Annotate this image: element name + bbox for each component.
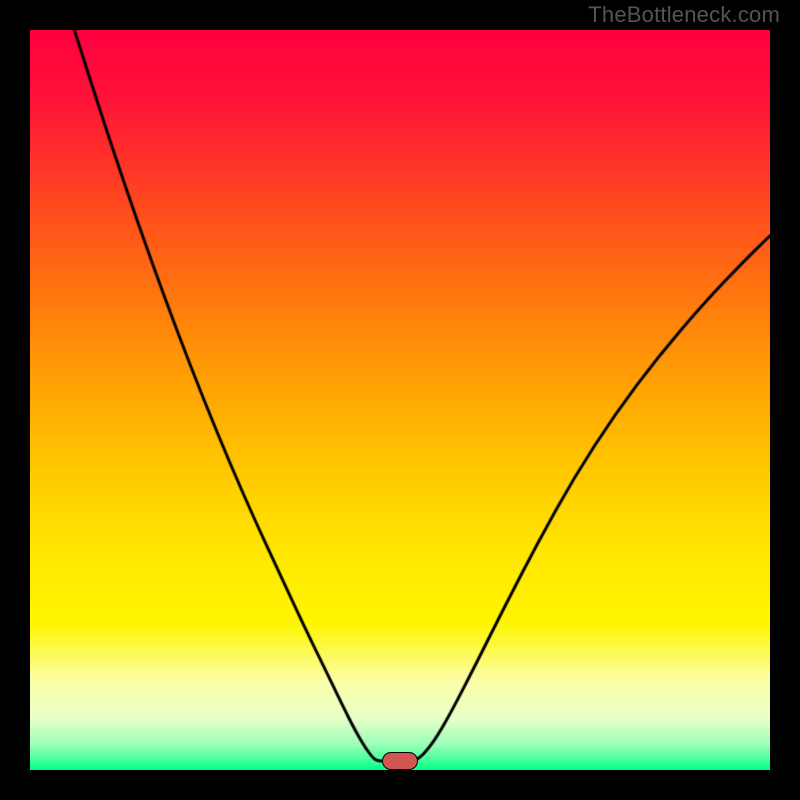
- watermark-text: TheBottleneck.com: [588, 2, 780, 28]
- optimal-marker: [382, 752, 418, 770]
- bottleneck-curve: [30, 30, 770, 770]
- chart-stage: TheBottleneck.com: [0, 0, 800, 800]
- plot-area: [30, 30, 770, 770]
